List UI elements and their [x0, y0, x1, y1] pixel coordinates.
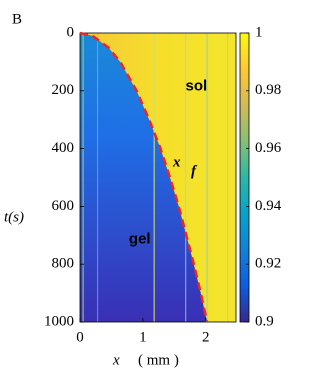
- x-axis-label: x: [112, 352, 120, 368]
- y-axis-label: t(s): [4, 209, 24, 225]
- y-tick-label: 400: [52, 140, 75, 156]
- x-tick-label: 0: [76, 329, 84, 345]
- annotation: sol: [186, 77, 208, 94]
- colorbar-tick-label: 0.98: [255, 82, 281, 98]
- y-tick-label: 1000: [44, 313, 74, 329]
- colorbar-tick-label: 1: [255, 24, 263, 40]
- annotation: gel: [129, 231, 151, 248]
- curve-label: x: [172, 154, 181, 170]
- x-tick-label: 2: [202, 329, 210, 345]
- colorbar-tick-label: 0.92: [255, 256, 281, 272]
- x-tick-label: 1: [139, 329, 147, 345]
- colorbar: [240, 33, 249, 322]
- colorbar-tick-label: 0.94: [255, 198, 282, 214]
- y-tick-label: 0: [67, 24, 75, 40]
- y-tick-label: 200: [52, 82, 75, 98]
- y-tick-label: 600: [52, 198, 75, 214]
- x-axis-unit: ( mm ): [138, 352, 179, 368]
- colorbar-tick-label: 0.9: [255, 313, 274, 329]
- colorbar-tick-label: 0.96: [255, 140, 282, 156]
- panel-label: B: [12, 11, 22, 27]
- y-tick-label: 800: [52, 256, 75, 272]
